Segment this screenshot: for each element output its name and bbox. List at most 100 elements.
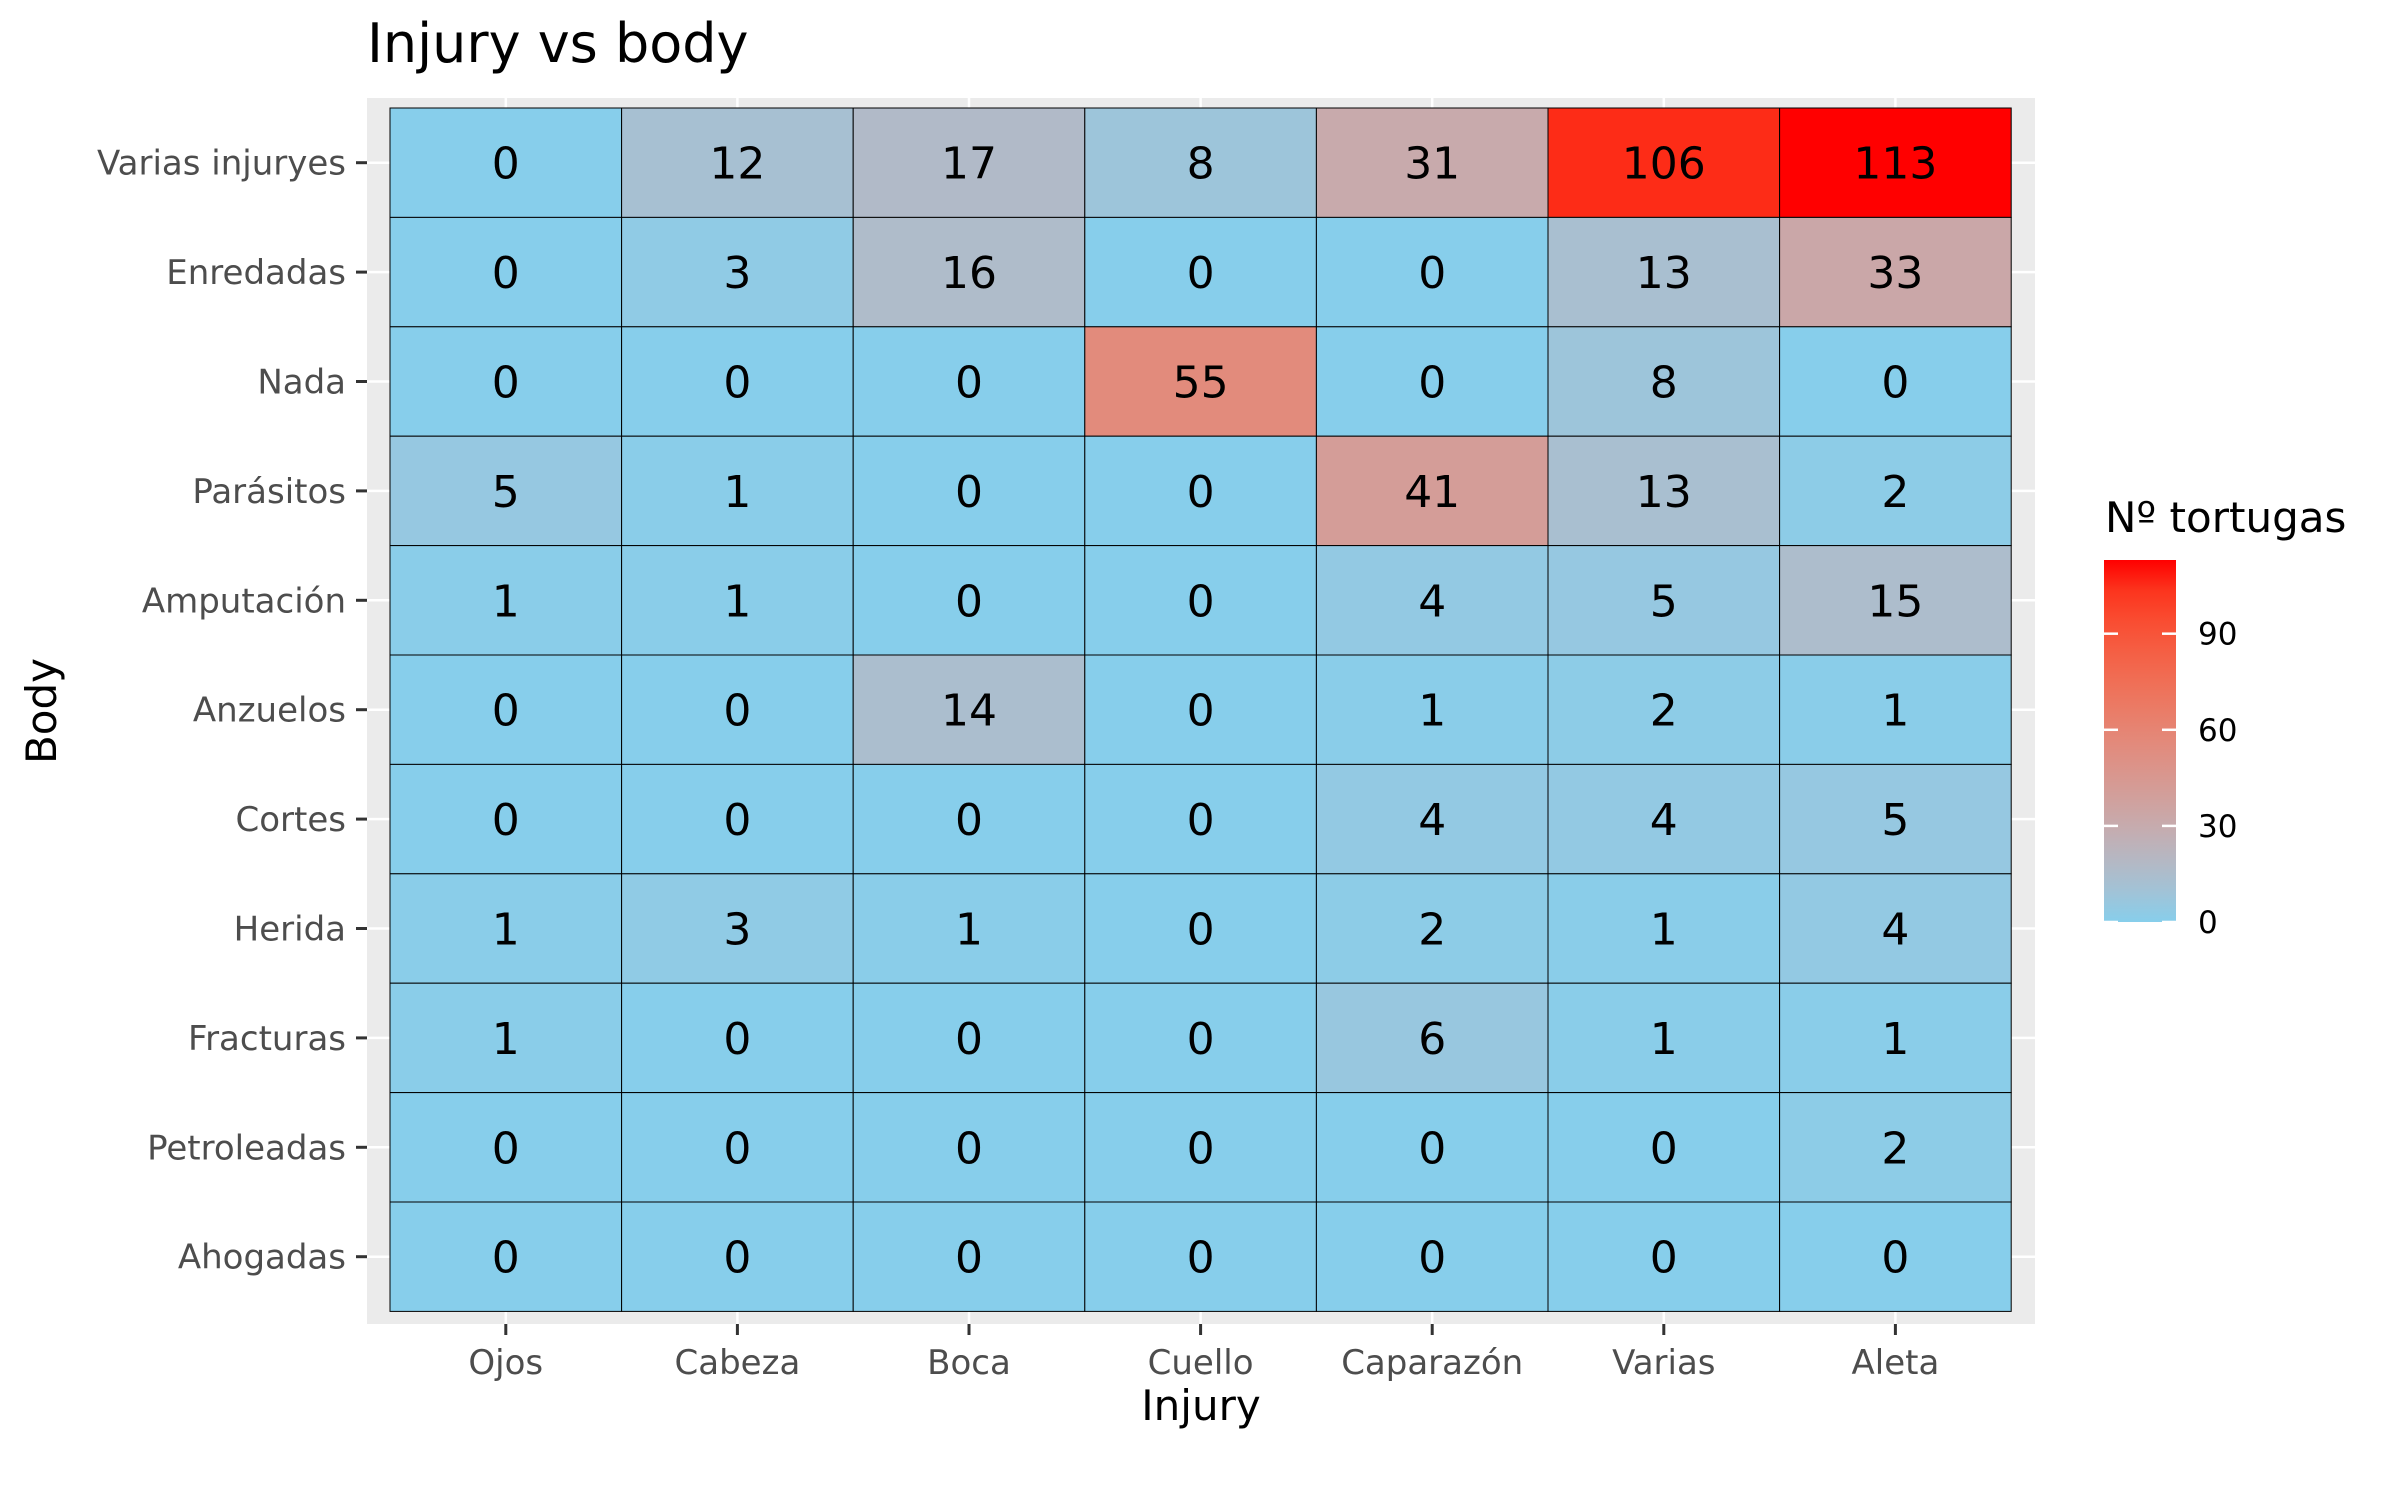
cell-value-label: 13 <box>1636 467 1692 518</box>
y-axis-title: Body <box>17 658 66 764</box>
cell-value-label: 1 <box>492 905 520 956</box>
heatmap-cell <box>1315 873 1549 984</box>
heatmap-cell <box>1315 982 1549 1094</box>
cell-value-label: 0 <box>723 1233 751 1284</box>
cell-value-label: 0 <box>492 1233 520 1284</box>
legend-tick-label: 30 <box>2198 809 2237 845</box>
heatmap-cell <box>852 873 1086 984</box>
heatmap-cell <box>1084 107 1317 218</box>
heatmap-cell <box>1547 873 1781 984</box>
cell-value-label: 0 <box>1881 1233 1909 1284</box>
heatmap-cell <box>389 1092 623 1203</box>
cell-value-label: 0 <box>1418 358 1446 409</box>
y-tick-label: Cortes <box>236 800 346 840</box>
heatmap-cell <box>1315 1201 1549 1312</box>
heatmap-cell <box>1315 1092 1549 1203</box>
heatmap-cell <box>621 216 854 328</box>
cell-value-label: 1 <box>1650 905 1678 956</box>
cell-value-label: 4 <box>1650 795 1678 846</box>
cell-value-label: 5 <box>492 467 520 518</box>
y-tick-label: Herida <box>234 910 346 950</box>
x-tick-label: Ojos <box>468 1343 543 1383</box>
cell-value-label: 0 <box>955 1014 983 1065</box>
x-tick-label: Varias <box>1612 1343 1715 1383</box>
heatmap-cell <box>389 982 623 1094</box>
heatmap-cell <box>1779 216 2012 328</box>
heatmap-cell <box>852 435 1086 547</box>
heatmap-cell <box>1315 654 1549 765</box>
cell-value-label: 33 <box>1867 248 1923 299</box>
cell-value-label: 12 <box>709 139 765 190</box>
y-tick-label: Petroleadas <box>147 1128 346 1168</box>
cell-value-label: 55 <box>1173 358 1229 409</box>
x-tick-label: Aleta <box>1852 1343 1940 1383</box>
cell-value-label: 4 <box>1881 905 1909 956</box>
heatmap-cell <box>621 982 854 1094</box>
cell-value-label: 1 <box>1881 1014 1909 1065</box>
cell-value-label: 0 <box>723 358 751 409</box>
legend-ticks: 0 30 60 90 <box>2104 617 2237 941</box>
heatmap-cell <box>1547 216 1781 328</box>
heatmap-cell <box>1779 873 2012 984</box>
heatmap-cell <box>852 326 1086 437</box>
cell-value-label: 4 <box>1418 795 1446 846</box>
y-tick-label: Fracturas <box>188 1019 346 1059</box>
cell-value-label: 0 <box>955 795 983 846</box>
cell-value-label: 0 <box>1418 248 1446 299</box>
cell-value-label: 31 <box>1404 139 1460 190</box>
cell-value-label: 14 <box>941 686 997 737</box>
x-tick-label: Caparazón <box>1341 1343 1523 1383</box>
cell-value-label: 16 <box>941 248 997 299</box>
cell-value-label: 41 <box>1404 467 1460 518</box>
heatmap-cell <box>1779 545 2012 656</box>
x-tick-label: Cabeza <box>675 1343 801 1383</box>
legend-tick-label: 0 <box>2198 905 2218 941</box>
y-tick-label: Parásitos <box>192 472 346 512</box>
heatmap-cell <box>852 545 1086 656</box>
heatmap-cell <box>1084 216 1317 328</box>
cell-value-label: 0 <box>1418 1123 1446 1174</box>
cell-value-label: 0 <box>723 795 751 846</box>
cell-value-label: 0 <box>1881 358 1909 409</box>
cell-value-label: 1 <box>723 576 751 627</box>
heatmap-cell <box>389 763 623 875</box>
cell-value-label: 15 <box>1867 576 1923 627</box>
heatmap-cell <box>852 654 1086 765</box>
cell-value-label: 0 <box>492 139 520 190</box>
cell-value-label: 8 <box>1650 358 1678 409</box>
cell-value-label: 0 <box>1187 1014 1215 1065</box>
heatmap-cell <box>852 763 1086 875</box>
chart-title: Injury vs body <box>367 12 749 75</box>
cell-value-label: 5 <box>1650 576 1678 627</box>
heatmap-cell <box>1315 435 1549 547</box>
cell-value-label: 106 <box>1622 139 1706 190</box>
x-tick-label: Boca <box>927 1343 1011 1383</box>
heatmap-cell <box>1547 1201 1781 1312</box>
cell-value-label: 17 <box>941 139 997 190</box>
cell-value-label: 0 <box>492 358 520 409</box>
cell-value-label: 1 <box>492 1014 520 1065</box>
heatmap-cell <box>621 1201 854 1312</box>
cell-value-label: 0 <box>1187 905 1215 956</box>
heatmap-cell <box>1779 763 2012 875</box>
x-axis-title: Injury <box>1141 1381 1260 1430</box>
heatmap-cell <box>852 982 1086 1094</box>
heatmap-cell <box>389 435 623 547</box>
cell-value-label: 0 <box>723 1014 751 1065</box>
heatmap-cell <box>389 873 623 984</box>
cell-value-label: 113 <box>1853 139 1937 190</box>
y-tick-label: Anzuelos <box>193 691 346 731</box>
heatmap-cell <box>1547 1092 1781 1203</box>
heatmap-cell <box>1315 216 1549 328</box>
y-axis: Varias injuryes Enredadas Nada Parásitos Amp… <box>97 144 367 1278</box>
cell-value-label: 0 <box>1187 576 1215 627</box>
cell-value-label: 0 <box>955 1233 983 1284</box>
y-tick-label: Nada <box>257 363 346 403</box>
heatmap-cell <box>1779 1092 2012 1203</box>
heatmap-cell <box>1547 326 1781 437</box>
heatmap-cell <box>1084 545 1317 656</box>
cell-value-label: 1 <box>955 905 983 956</box>
x-axis: Ojos Cabeza Boca Cuello Caparazón Varias Aleta <box>468 1324 1939 1383</box>
